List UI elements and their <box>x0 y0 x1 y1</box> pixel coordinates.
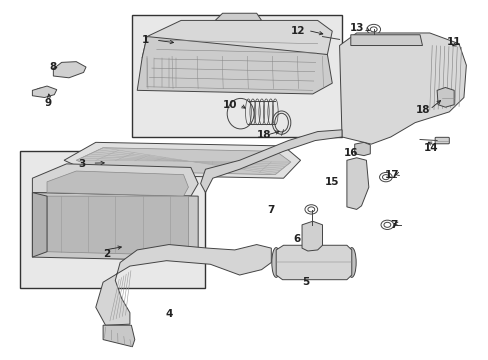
Text: 1: 1 <box>142 35 149 45</box>
Text: 12: 12 <box>290 26 305 36</box>
Text: 4: 4 <box>165 310 172 319</box>
Text: 5: 5 <box>301 277 308 287</box>
Polygon shape <box>64 142 300 178</box>
Polygon shape <box>47 171 188 196</box>
Polygon shape <box>302 221 322 251</box>
Polygon shape <box>142 21 331 58</box>
Circle shape <box>361 54 434 108</box>
Text: 14: 14 <box>423 143 438 153</box>
Text: 11: 11 <box>446 37 461 47</box>
Text: 16: 16 <box>343 148 357 158</box>
Polygon shape <box>32 164 198 196</box>
Polygon shape <box>276 245 351 280</box>
Polygon shape <box>103 325 135 347</box>
Polygon shape <box>346 158 368 210</box>
Polygon shape <box>53 62 86 78</box>
Text: 9: 9 <box>45 98 52 108</box>
Ellipse shape <box>271 248 280 277</box>
Text: 7: 7 <box>390 220 397 230</box>
Text: 10: 10 <box>222 100 237 110</box>
Ellipse shape <box>346 248 355 277</box>
Text: 18: 18 <box>256 130 271 140</box>
Polygon shape <box>47 196 188 255</box>
Polygon shape <box>32 193 47 257</box>
Text: 15: 15 <box>325 177 339 187</box>
Polygon shape <box>339 33 466 144</box>
Polygon shape <box>350 35 422 45</box>
Polygon shape <box>137 37 331 94</box>
FancyBboxPatch shape <box>20 151 205 288</box>
Polygon shape <box>32 193 198 261</box>
Text: 18: 18 <box>415 105 430 115</box>
Text: 13: 13 <box>349 23 363 33</box>
Text: 17: 17 <box>384 170 399 180</box>
Text: 2: 2 <box>103 248 110 258</box>
Polygon shape <box>354 142 369 156</box>
Polygon shape <box>436 87 453 107</box>
FancyBboxPatch shape <box>434 137 448 144</box>
Text: 8: 8 <box>50 62 57 72</box>
Polygon shape <box>96 244 271 325</box>
Polygon shape <box>200 130 341 193</box>
Polygon shape <box>76 148 290 175</box>
Polygon shape <box>32 86 57 98</box>
Text: 6: 6 <box>293 234 300 244</box>
Polygon shape <box>215 13 261 21</box>
Text: 3: 3 <box>79 159 86 169</box>
FancyBboxPatch shape <box>132 15 341 137</box>
Text: 7: 7 <box>267 206 274 216</box>
